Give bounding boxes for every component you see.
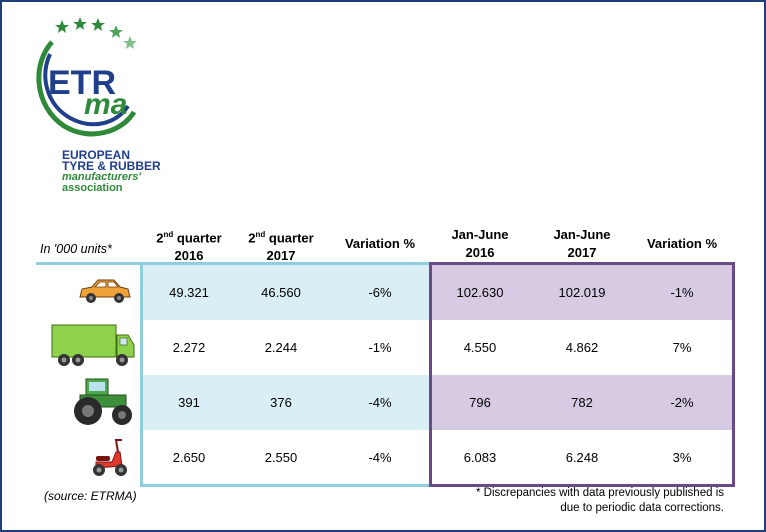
bottom-blue-border (140, 484, 432, 487)
header-variation-quarter: Variation % (344, 236, 416, 251)
table-row: 2.272 2.244 -1% 4.550 4.862 7% (36, 320, 734, 375)
cell-variation-jan-june: 7% (672, 340, 692, 355)
header-jan-june-2017: Jan-June 2017 (553, 227, 611, 260)
cell-jan-june-2017: 782 (571, 395, 593, 410)
car-icon (79, 279, 131, 303)
cell-jan-june-2016: 6.083 (463, 450, 497, 465)
footnote-line-1: * Discrepancies with data previously pub… (475, 487, 724, 499)
row-1-bg-right (432, 265, 732, 320)
footnote-line-2: due to periodic data corrections. (560, 502, 724, 514)
bottom-purple-border (429, 484, 735, 487)
logo-etr-text: ETR (48, 64, 116, 102)
cell-q2-2016: 49.321 (169, 285, 209, 300)
cell-variation-quarter: -4% (368, 450, 392, 465)
cell-q2-2017: 2.244 (264, 340, 298, 355)
logo-ma-text: ma (84, 88, 127, 121)
right-purple-border (732, 262, 735, 485)
cell-variation-jan-june: -2% (670, 395, 694, 410)
header-jan-june-2016: Jan-June 2016 (451, 227, 509, 260)
header-q2-2017: 2nd quarter 2017 (248, 230, 314, 264)
cell-variation-jan-june: -1% (670, 285, 694, 300)
cell-q2-2017: 46.560 (261, 285, 301, 300)
cell-jan-june-2016: 4.550 (463, 340, 497, 355)
table-row: 2.650 2.550 -4% 6.083 6.248 3% (36, 430, 734, 485)
cell-jan-june-2016: 796 (469, 395, 491, 410)
cell-q2-2017: 2.550 (264, 450, 298, 465)
org-line-4: association (62, 182, 123, 194)
etrma-logo: ETR ma (36, 17, 137, 137)
row-3-bg-right (432, 375, 732, 430)
header-q2-2016: 2nd quarter 2016 (156, 230, 222, 264)
table-row: 49.321 46.560 -6% 102.630 102.019 -1% (36, 265, 734, 320)
org-line-1: EUROPEAN (62, 148, 131, 162)
org-line-2: TYRE & RUBBER (62, 159, 161, 173)
cell-jan-june-2016: 102.630 (456, 285, 504, 300)
header-divider-right (429, 262, 735, 265)
cell-q2-2016: 2.272 (172, 340, 206, 355)
header-divider-left (36, 262, 432, 265)
cell-variation-quarter: -4% (368, 395, 392, 410)
units-label: In '000 units* (40, 242, 112, 256)
row-1-bg-left (143, 265, 429, 320)
cell-q2-2017: 376 (270, 395, 292, 410)
cell-q2-2016: 391 (178, 395, 200, 410)
middle-purple-border (429, 262, 432, 485)
scooter-icon (93, 439, 127, 476)
table-row: 391 376 -4% 796 782 -2% (36, 375, 734, 430)
cell-variation-quarter: -1% (368, 340, 392, 355)
cell-jan-june-2017: 4.862 (565, 340, 599, 355)
cell-variation-quarter: -6% (368, 285, 392, 300)
source-note: (source: ETRMA) (44, 489, 137, 503)
row-3-bg-left (143, 375, 429, 430)
footnote: * Discrepancies with data previously pub… (430, 486, 724, 516)
cell-variation-jan-june: 3% (672, 450, 692, 465)
header-variation-jan-june: Variation % (646, 236, 718, 251)
organization-name: EUROPEAN TYRE & RUBBER manufacturers' as… (62, 148, 161, 194)
truck-icon (51, 324, 135, 366)
cell-jan-june-2017: 102.019 (558, 285, 606, 300)
left-blue-border (140, 262, 143, 485)
cell-q2-2016: 2.650 (172, 450, 206, 465)
cell-jan-june-2017: 6.248 (565, 450, 599, 465)
tractor-icon (74, 378, 132, 425)
org-line-3: manufacturers' (62, 171, 142, 183)
